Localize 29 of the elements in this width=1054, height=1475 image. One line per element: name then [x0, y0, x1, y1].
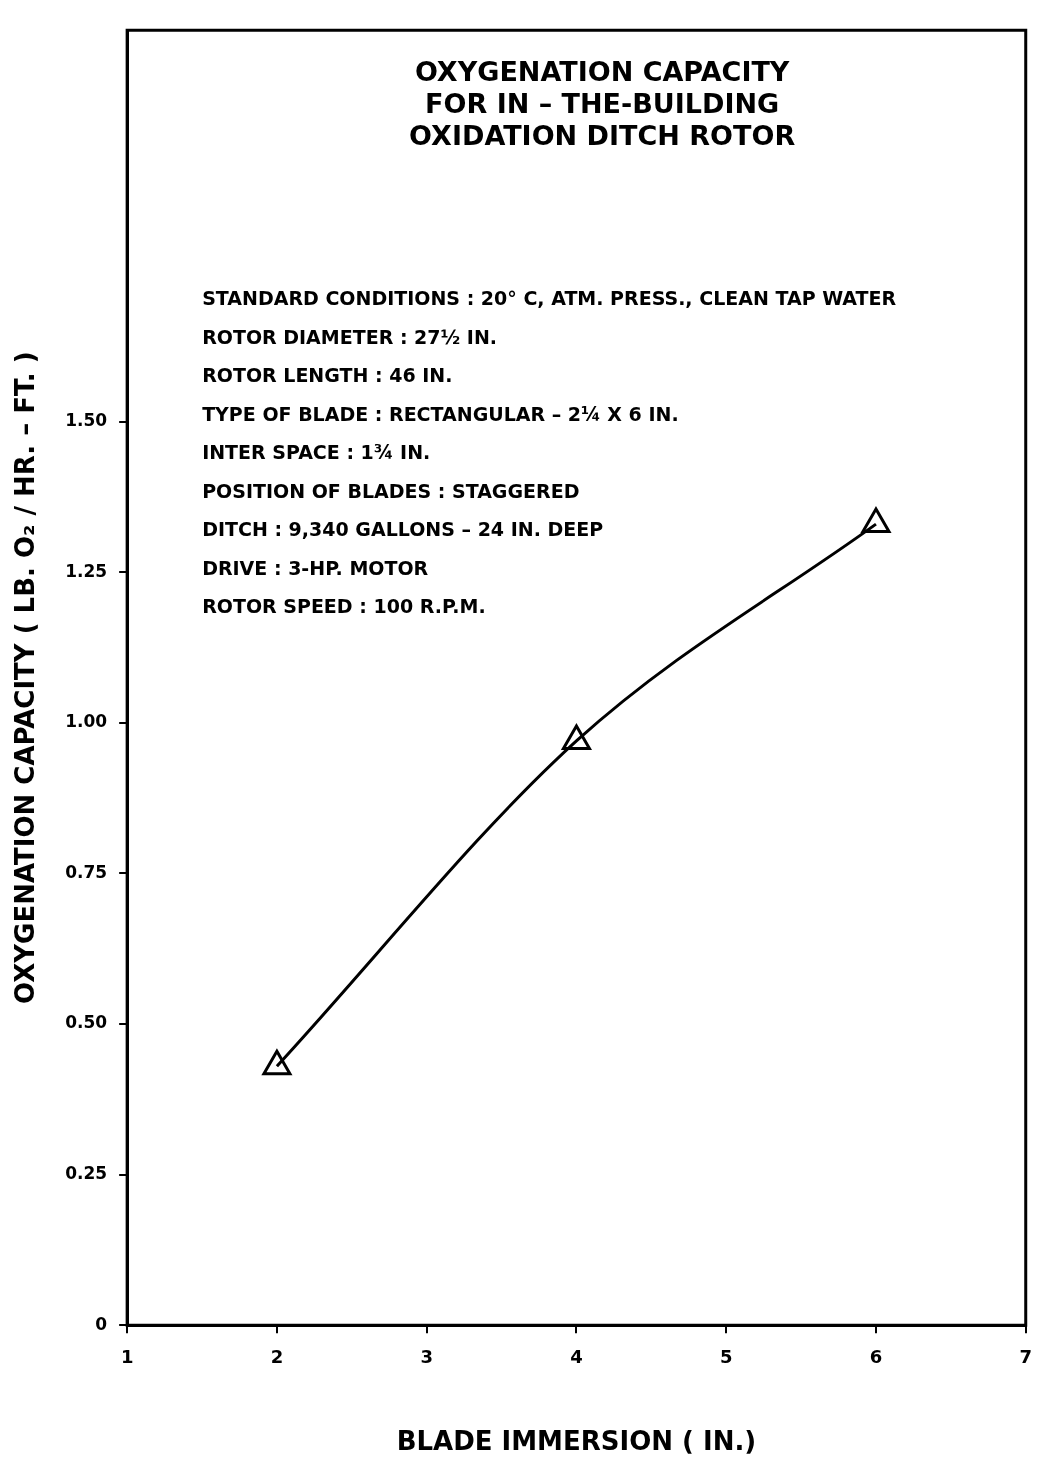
point	[262, 1049, 292, 1076]
x-tick-label: 4	[570, 1345, 583, 1367]
x-tick-label: 7	[1019, 1345, 1032, 1367]
y-tick-label: 0.25	[65, 1163, 108, 1184]
annotation: DRIVE : 3-HP. MOTOR	[202, 556, 429, 579]
point	[861, 507, 891, 534]
x-tick-label: 2	[270, 1345, 284, 1367]
x-tick-label: 6	[869, 1345, 883, 1367]
y-tick-label: 0.75	[65, 861, 108, 882]
x-tick-label: 1	[120, 1345, 134, 1367]
annotation: INTER SPACE : 1¾ IN.	[202, 441, 431, 464]
x-tick-label: 3	[420, 1345, 433, 1367]
annotation: STANDARD CONDITIONS : 20° C, ATM. PRESS., CLEAN TAP WATER	[202, 287, 897, 310]
annotation: ROTOR SPEED : 100 R.P.M.	[202, 595, 486, 618]
point	[561, 724, 591, 750]
y-tick-label: 0.50	[65, 1012, 108, 1033]
annotation: TYPE OF BLADE : RECTANGULAR – 2¼ X 6 IN.	[202, 402, 679, 425]
x-tick-label: 5	[719, 1345, 733, 1367]
y-axis-title: OXYGENATION CAPACITY ( LB. O₂ / HR. – FT. )	[10, 351, 41, 1005]
y-tick-label: 1.00	[65, 711, 108, 732]
y-tick-label: 1.25	[65, 560, 108, 581]
y-tick-label: 1.50	[65, 410, 108, 431]
annotation: DITCH : 9,340 GALLONS – 24 IN. DEEP	[202, 518, 604, 541]
annotation: ROTOR DIAMETER : 27½ IN.	[202, 325, 498, 348]
annotation: POSITION OF BLADES : STAGGERED	[202, 479, 580, 502]
text: OXYGENATION CAPACITY FOR IN – THE-BUILDING OXIDATION DITCH ROTOR	[409, 55, 796, 151]
x-axis-title: BLADE IMMERSION ( IN.)	[396, 1426, 757, 1457]
y-tick-label: 0	[95, 1313, 108, 1334]
annotation: ROTOR LENGTH : 46 IN.	[202, 364, 453, 387]
